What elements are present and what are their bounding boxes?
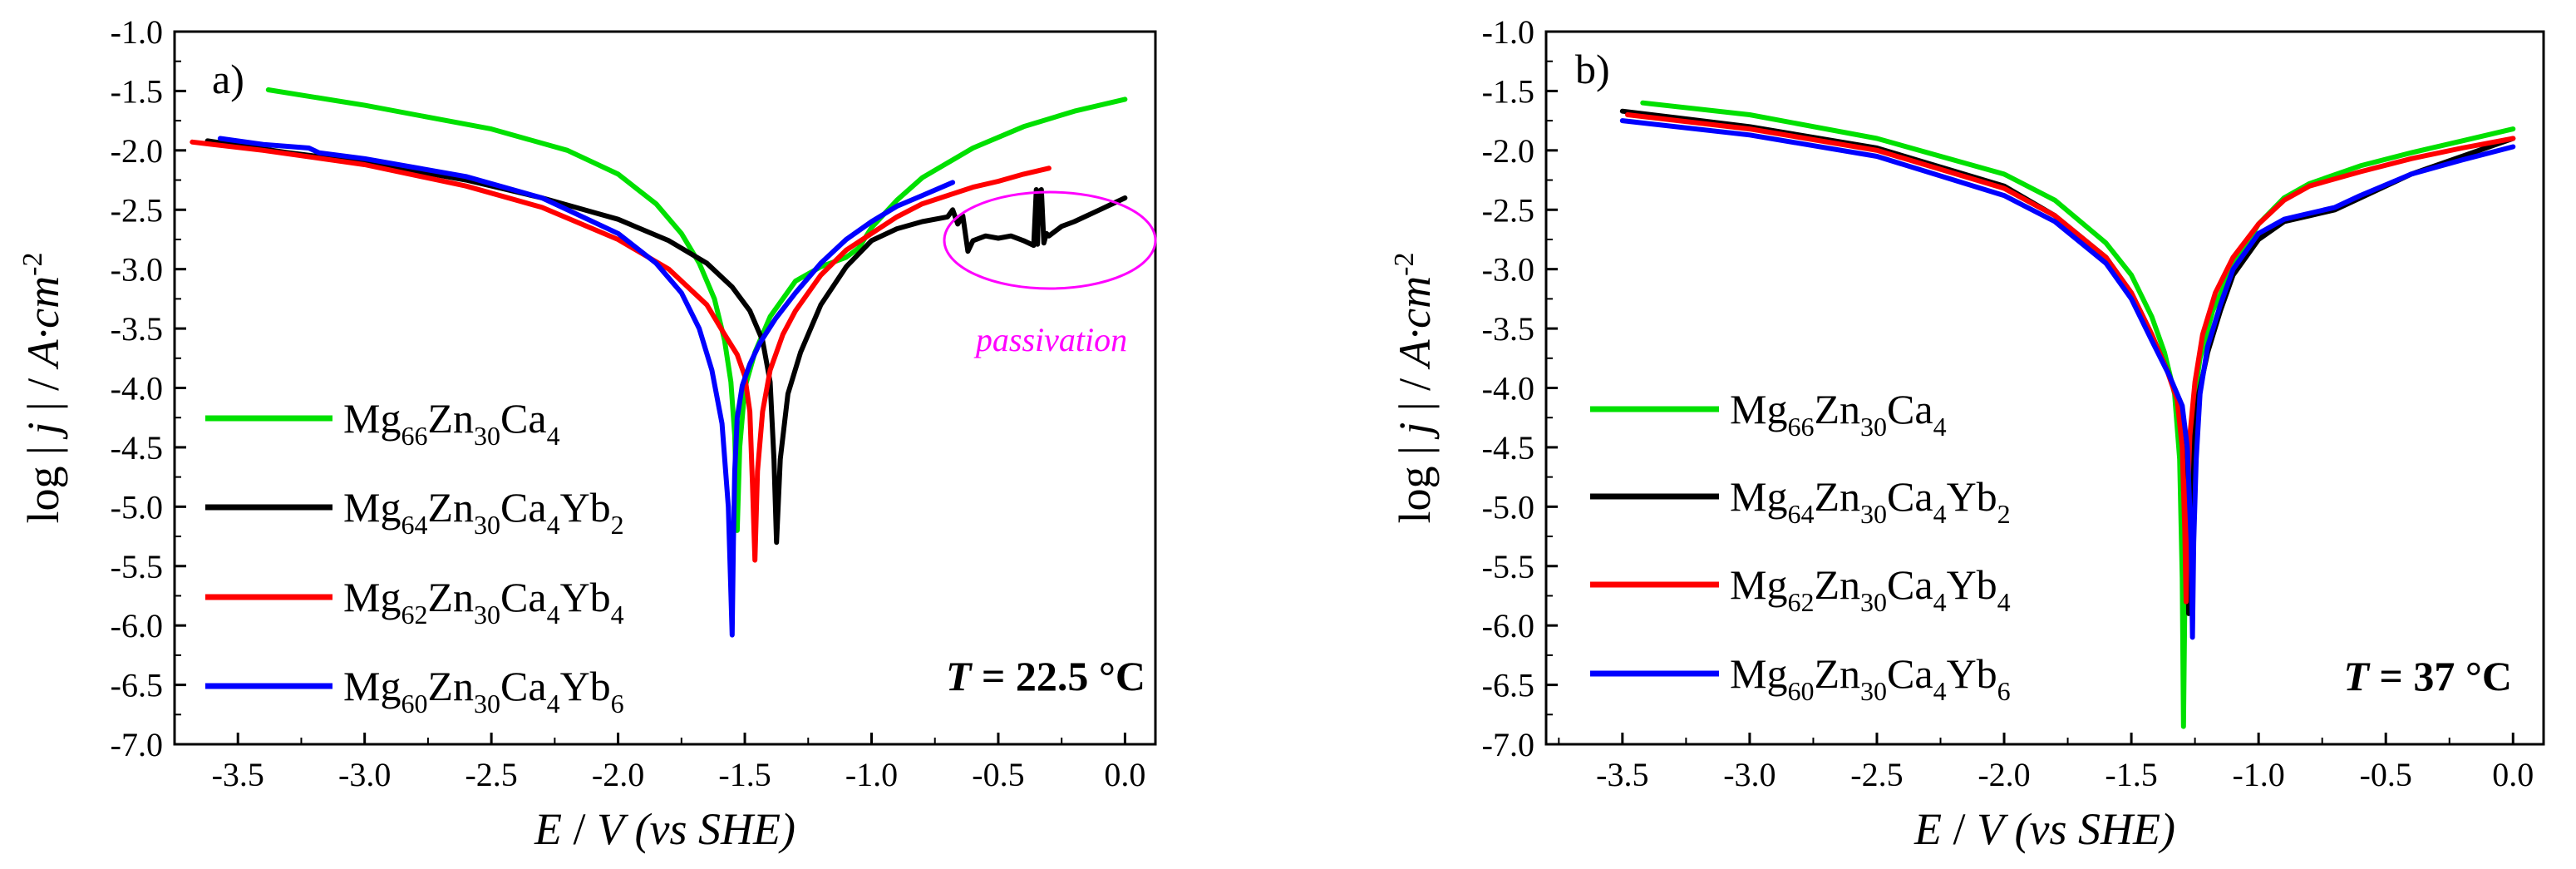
legend-entry: Mg60Zn30Ca4Yb6	[343, 663, 624, 718]
passivation-label: passivation	[973, 321, 1127, 358]
x-tick-label: -1.5	[718, 756, 771, 793]
panel-label: a)	[212, 56, 244, 102]
y-tick-label: -6.0	[111, 607, 163, 644]
y-tick-label: -7.0	[111, 726, 163, 763]
series-line-Mg60Zn30Ca4Yb6	[1619, 118, 2516, 640]
y-tick-label: -6.5	[1482, 667, 1534, 704]
x-tick-label: -2.5	[1850, 756, 1903, 793]
y-tick-label: -1.5	[1482, 72, 1534, 110]
legend-entry: Mg62Zn30Ca4Yb4	[1730, 561, 2011, 617]
x-tick-label: -1.0	[845, 756, 898, 793]
legend-entry: Mg66Zn30Ca4	[343, 395, 560, 451]
y-axis-label: log | j | / A·cm-2	[1389, 253, 1440, 524]
series-line-Mg64Zn30Ca4Yb2	[204, 138, 1128, 546]
y-tick-label: -5.0	[111, 488, 163, 526]
y-tick-label: -4.5	[111, 429, 163, 467]
chart-panel-b: -3.5 -3.0 -2.5 -2.0 -1.5 -1.0 -0.5 0.0 -1.0 -1.5 -…	[1389, 13, 2545, 854]
x-tick-label: -0.5	[2360, 756, 2412, 793]
y-tick-label: -3.0	[111, 251, 163, 289]
x-tick-label: 0.0	[1104, 756, 1145, 793]
y-tick-label: -2.5	[1482, 191, 1534, 229]
x-tick-label: -3.0	[338, 756, 391, 793]
series-line-Mg66Zn30Ca4	[265, 87, 1128, 533]
y-axis-label: log | j | / A·cm-2	[17, 253, 68, 524]
x-tick-label: -3.5	[1596, 756, 1648, 793]
y-tick-label: -2.0	[1482, 132, 1534, 170]
x-tick-label: -2.0	[592, 756, 644, 793]
x-tick-label: -0.5	[972, 756, 1024, 793]
legend-entry: Mg66Zn30Ca4	[1730, 386, 1947, 442]
x-tick-label: 0.0	[2492, 756, 2534, 793]
y-tick-label: -4.0	[111, 370, 163, 407]
y-tick-label: -4.0	[1482, 370, 1534, 407]
y-tick-label: -6.5	[111, 667, 163, 704]
series-line-Mg60Zn30Ca4Yb6	[217, 136, 956, 638]
chart-panel-a: -3.5 -3.0 -2.5 -2.0 -1.5 -1.0 -0.5 0.0 -1.0 -1.5 -…	[17, 13, 1157, 854]
y-tick-label: -3.5	[111, 310, 163, 348]
series-line-Mg62Zn30Ca4Yb4	[190, 139, 1052, 563]
x-tick-label: -2.5	[465, 756, 517, 793]
y-tick-label: -5.5	[1482, 548, 1534, 585]
y-tick-label: -3.5	[1482, 310, 1534, 348]
y-tick-label: -5.5	[111, 548, 163, 585]
plot-frame	[1544, 30, 2545, 746]
y-tick-label: -1.0	[111, 13, 163, 51]
x-tick-label: -3.0	[1723, 756, 1776, 793]
x-tick-label: -1.5	[2105, 756, 2157, 793]
passivation-ellipse	[943, 190, 1157, 290]
panel-label: b)	[1575, 46, 1610, 92]
legend-entry: Mg64Zn30Ca4Yb2	[343, 484, 624, 540]
y-tick-label: -5.0	[1482, 488, 1534, 526]
legend-entry: Mg60Zn30Ca4Yb6	[1730, 650, 2011, 706]
x-axis-label: E / V (vs SHE)	[534, 804, 795, 854]
y-tick-label: -1.0	[1482, 13, 1534, 51]
legend-entry: Mg64Zn30Ca4Yb2	[1730, 473, 2011, 529]
y-tick-label: -2.5	[111, 191, 163, 229]
plot-frame	[173, 30, 1157, 746]
x-tick-label: -1.0	[2232, 756, 2284, 793]
temperature-label: T = 37 °C	[2343, 653, 2512, 699]
legend-entry: Mg62Zn30Ca4Yb4	[343, 574, 624, 630]
y-tick-label: -3.0	[1482, 251, 1534, 289]
y-tick-label: -6.0	[1482, 607, 1534, 644]
y-tick-label: -4.5	[1482, 429, 1534, 467]
temperature-label: T = 22.5 °C	[946, 653, 1145, 699]
x-axis-label: E / V (vs SHE)	[1914, 804, 2175, 854]
y-tick-label: -2.0	[111, 132, 163, 170]
y-tick-label: -1.5	[111, 72, 163, 110]
y-tick-label: -7.0	[1482, 726, 1534, 763]
series-line-Mg62Zn30Ca4Yb4	[1625, 112, 2516, 605]
x-tick-label: -2.0	[1978, 756, 2030, 793]
x-tick-label: -3.5	[212, 756, 264, 793]
